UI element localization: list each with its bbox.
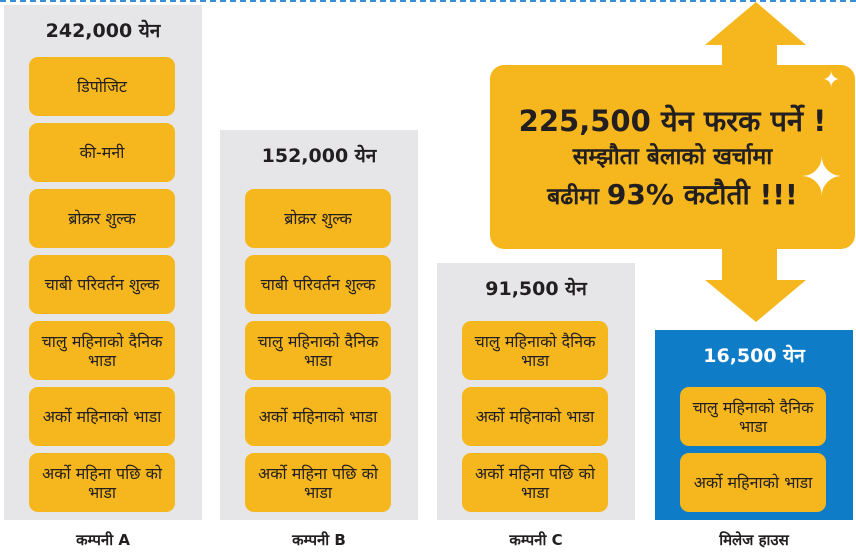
cost-item: चाबी परिवर्तन शुल्क [245, 255, 391, 314]
cost-item: ब्रोक्रर शुल्क [245, 189, 391, 248]
column-total: 242,000 येन [45, 20, 161, 42]
column-total: 152,000 येन [261, 145, 377, 167]
callout-line3-prefix: बढीमा [547, 184, 607, 210]
cost-item: की-मनी [29, 123, 175, 182]
savings-callout: 225,500 येन फरक पर्ने ! सम्झौता बेलाको ख… [490, 65, 855, 249]
cost-item: चालु महिनाको दैनिक भाडा [680, 387, 826, 446]
cost-item: अर्को महिनाको भाडा [462, 387, 608, 446]
cost-column-1: 242,000 येन डिपोजिट की-मनी ब्रोक्रर शुल्क चा… [4, 5, 202, 520]
cost-column-2: 152,000 येन ब्रोक्रर शुल्क चाबी परिवर्तन श… [220, 130, 418, 520]
cost-item: अर्को महिना पछि को भाडा [29, 453, 175, 512]
top-dashed-border [0, 0, 856, 2]
cost-item: अर्को महिनाको भाडा [245, 387, 391, 446]
column-label: मिलेज हाउस [719, 531, 789, 549]
cost-item: चालु महिनाको दैनिक भाडा [462, 321, 608, 380]
cost-column-4: 16,500 येन चालु महिनाको दैनिक भाडा अर्को म… [655, 330, 853, 520]
cost-item: चालु महिनाको दैनिक भाडा [29, 321, 175, 380]
cost-item: डिपोजिट [29, 57, 175, 116]
callout-line3: बढीमा 93% कटौती !!! [490, 175, 855, 217]
callout-line2: सम्झौता बेलाको खर्चामा [572, 144, 773, 170]
column-total: 91,500 येन [485, 278, 587, 300]
sparkle-icon: ✦ [800, 148, 844, 208]
column-label: कम्पनी C [509, 531, 563, 549]
column-total: 16,500 येन [703, 345, 805, 367]
cost-column-3: 91,500 येन चालु महिनाको दैनिक भाडा अर्को म… [437, 263, 635, 520]
cost-item: अर्को महिना पछि को भाडा [245, 453, 391, 512]
cost-item: ब्रोक्रर शुल्क [29, 189, 175, 248]
sparkle-icon: ✦ [822, 68, 841, 93]
cost-item: अर्को महिनाको भाडा [680, 453, 826, 512]
cost-item: चाबी परिवर्तन शुल्क [29, 255, 175, 314]
cost-item: अर्को महिनाको भाडा [29, 387, 175, 446]
column-label: कम्पनी A [76, 531, 130, 549]
callout-headline: 225,500 येन फरक पर्ने ! [518, 104, 827, 138]
cost-item: चालु महिनाको दैनिक भाडा [245, 321, 391, 380]
column-label: कम्पनी B [292, 531, 346, 549]
callout-line3-highlight: 93% कटौती !!! [606, 178, 798, 211]
cost-item: अर्को महिना पछि को भाडा [462, 453, 608, 512]
